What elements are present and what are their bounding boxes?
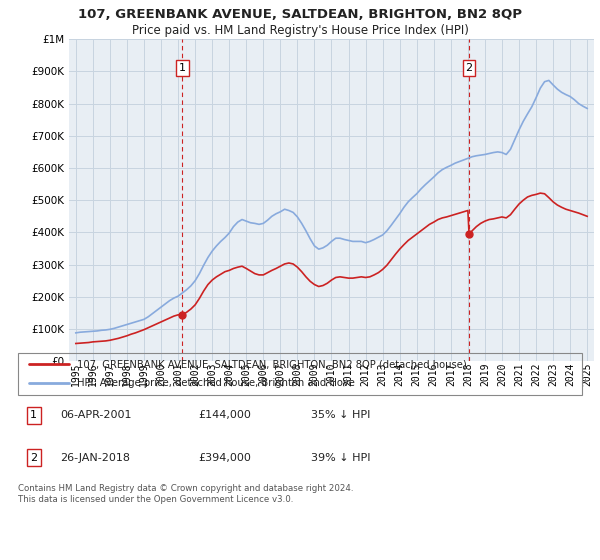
Text: £144,000: £144,000 — [199, 410, 251, 421]
Text: 2: 2 — [30, 452, 37, 463]
Text: Price paid vs. HM Land Registry's House Price Index (HPI): Price paid vs. HM Land Registry's House … — [131, 24, 469, 36]
Text: Contains HM Land Registry data © Crown copyright and database right 2024.
This d: Contains HM Land Registry data © Crown c… — [18, 484, 353, 504]
Text: 1: 1 — [30, 410, 37, 421]
Text: HPI: Average price, detached house, Brighton and Hove: HPI: Average price, detached house, Brig… — [77, 379, 355, 389]
Text: 1: 1 — [179, 63, 186, 73]
Text: 107, GREENBANK AVENUE, SALTDEAN, BRIGHTON, BN2 8QP (detached house): 107, GREENBANK AVENUE, SALTDEAN, BRIGHTO… — [77, 359, 467, 369]
Text: 06-APR-2001: 06-APR-2001 — [60, 410, 132, 421]
Text: 26-JAN-2018: 26-JAN-2018 — [60, 452, 130, 463]
Text: 35% ↓ HPI: 35% ↓ HPI — [311, 410, 371, 421]
Text: 107, GREENBANK AVENUE, SALTDEAN, BRIGHTON, BN2 8QP: 107, GREENBANK AVENUE, SALTDEAN, BRIGHTO… — [78, 8, 522, 21]
Text: £394,000: £394,000 — [199, 452, 251, 463]
Text: 2: 2 — [466, 63, 473, 73]
Text: 39% ↓ HPI: 39% ↓ HPI — [311, 452, 371, 463]
